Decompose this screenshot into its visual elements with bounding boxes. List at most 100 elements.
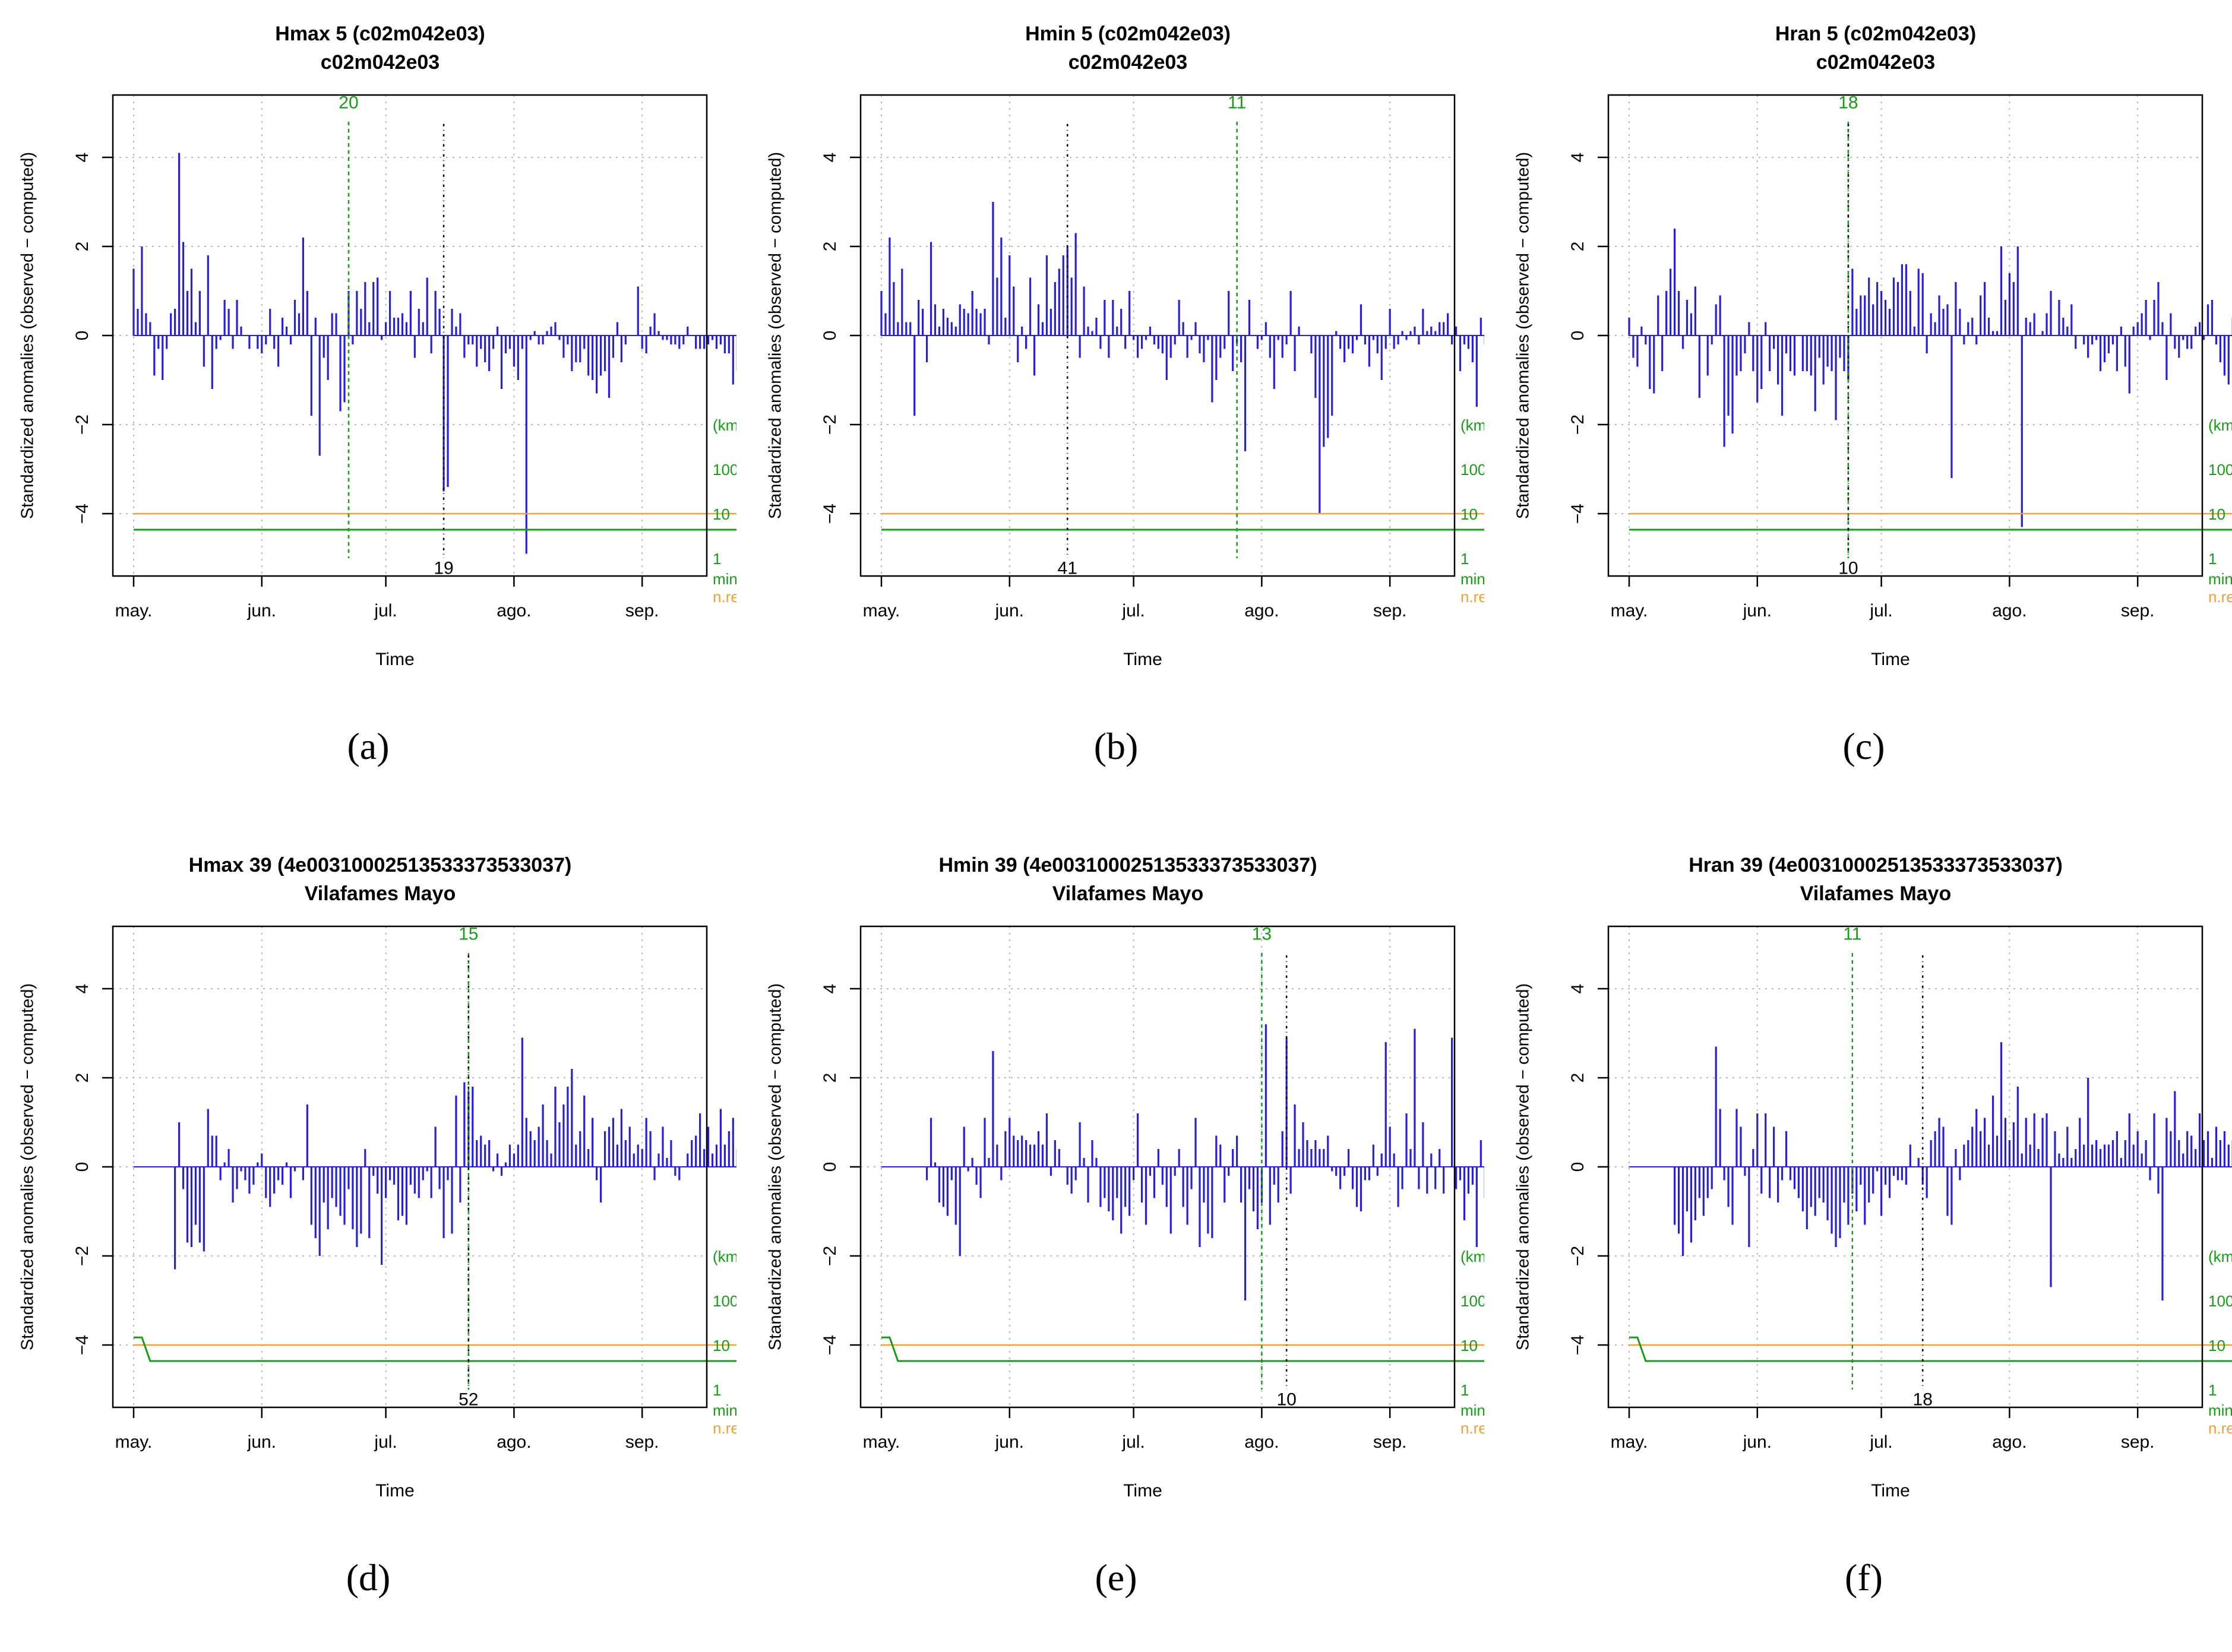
panel-d: Hmax 39 (4e00310002513533373533037) Vilaf… bbox=[0, 831, 736, 1651]
y-tick-label: 2 bbox=[72, 1073, 92, 1083]
split-green-label: 15 bbox=[459, 925, 478, 944]
right-axis-10: 10 bbox=[2208, 1337, 2225, 1354]
split-black-label: 52 bbox=[459, 1390, 478, 1409]
x-tick-label: ago. bbox=[1992, 601, 2026, 621]
y-tick-label: 2 bbox=[1568, 1073, 1588, 1083]
x-tick-label: jun. bbox=[247, 1432, 276, 1452]
x-tick-label: may. bbox=[863, 1432, 900, 1452]
right-axis-10: 10 bbox=[1460, 505, 1478, 523]
x-tick-label: jun. bbox=[247, 601, 276, 621]
split-green-label: 11 bbox=[1843, 925, 1861, 944]
chart-title: Hmin 5 (c02m042e03) bbox=[1025, 23, 1231, 45]
chart-subtitle: Vilafames Mayo bbox=[1052, 882, 1204, 905]
chart-subtitle: Vilafames Mayo bbox=[1800, 882, 1952, 905]
min-d-label: min.d. bbox=[713, 570, 736, 588]
chart-svg-b: Hmin 5 (c02m042e03) c02m042e03 11 41 4 2 0 −2 −4… bbox=[766, 23, 1484, 669]
y-tick-label: 2 bbox=[72, 242, 92, 252]
y-tick-label: 2 bbox=[1568, 242, 1588, 252]
x-tick-label: ago. bbox=[1244, 601, 1279, 621]
y-tick-label: 2 bbox=[820, 1073, 840, 1083]
x-tick-label: ago. bbox=[497, 601, 531, 621]
y-tick-label: −4 bbox=[820, 504, 840, 524]
chart-subtitle: Vilafames Mayo bbox=[305, 882, 456, 905]
y-tick-label: −4 bbox=[1568, 504, 1588, 524]
x-axis-title: Time bbox=[1123, 650, 1162, 669]
panel-c: Hran 5 (c02m042e03) c02m042e03 18 10 4 2 0 −2 −4… bbox=[1496, 0, 2232, 819]
y-tick-label: −4 bbox=[72, 504, 92, 524]
y-axis-title: Standardized anomalies (observed − compu… bbox=[766, 983, 785, 1350]
right-axis-10: 10 bbox=[713, 505, 730, 523]
y-tick-label: 4 bbox=[820, 153, 840, 163]
right-axis-100: 100 bbox=[1460, 461, 1484, 479]
x-tick-label: jul. bbox=[1121, 601, 1145, 621]
panel-label-e: (e) bbox=[1095, 1556, 1137, 1599]
x-tick-label: jul. bbox=[374, 601, 397, 621]
chart-svg-f: Hran 39 (4e00310002513533373533037) Vilaf… bbox=[1514, 854, 2232, 1501]
x-tick-label: sep. bbox=[625, 1432, 659, 1452]
split-green-label: 13 bbox=[1252, 925, 1272, 944]
mind-line bbox=[134, 1336, 736, 1362]
panel-a: Hmax 5 (c02m042e03) c02m042e03 20 19 4 2 0 −2 −4… bbox=[0, 0, 736, 819]
n-ref-label: n.ref. bbox=[2208, 588, 2232, 606]
y-tick-label: 0 bbox=[72, 331, 92, 341]
n-ref-label: n.ref. bbox=[713, 1419, 736, 1437]
chart-title: Hran 39 (4e00310002513533373533037) bbox=[1689, 854, 2063, 876]
chart-title: Hran 5 (c02m042e03) bbox=[1775, 23, 1976, 45]
x-tick-label: may. bbox=[115, 1432, 153, 1452]
x-tick-label: sep. bbox=[1373, 1432, 1407, 1452]
y-tick-label: 4 bbox=[1568, 984, 1588, 994]
split-black-label: 18 bbox=[1913, 1390, 1933, 1409]
y-axis-title: Standardized anomalies (observed − compu… bbox=[766, 152, 785, 519]
split-green-label: 11 bbox=[1228, 93, 1246, 113]
x-tick-label: may. bbox=[115, 601, 153, 621]
right-axis-km: (km) bbox=[713, 416, 736, 434]
y-axis-title: Standardized anomalies (observed − compu… bbox=[1514, 983, 1533, 1350]
mind-line bbox=[881, 1336, 1484, 1362]
x-tick-label: jun. bbox=[995, 1432, 1024, 1452]
panel-label-b: (b) bbox=[1093, 725, 1139, 767]
chart-svg-d: Hmax 39 (4e00310002513533373533037) Vilaf… bbox=[18, 854, 736, 1501]
x-tick-label: sep. bbox=[1373, 601, 1407, 621]
right-axis-km: (km) bbox=[1460, 1248, 1484, 1265]
y-tick-label: −2 bbox=[820, 1246, 840, 1266]
x-axis-title: Time bbox=[1871, 1481, 1910, 1501]
right-axis-10: 10 bbox=[2208, 505, 2225, 523]
x-tick-label: may. bbox=[863, 601, 900, 621]
panel-label-d: (d) bbox=[346, 1556, 391, 1599]
right-axis-1: 1 bbox=[2208, 550, 2217, 568]
min-d-label: min.d. bbox=[1460, 1401, 1484, 1419]
x-tick-label: may. bbox=[1611, 601, 1648, 621]
right-axis-1: 1 bbox=[2208, 1381, 2217, 1399]
chart-title: Hmax 39 (4e00310002513533373533037) bbox=[189, 854, 572, 876]
x-axis-title: Time bbox=[375, 1481, 415, 1501]
chart-title: Hmin 39 (4e00310002513533373533037) bbox=[938, 854, 1317, 876]
x-tick-label: jun. bbox=[1743, 601, 1772, 621]
y-axis-title: Standardized anomalies (observed − compu… bbox=[1514, 152, 1533, 519]
chart-subtitle: c02m042e03 bbox=[1068, 51, 1187, 74]
y-tick-label: 0 bbox=[72, 1162, 92, 1172]
panel-label-f: (f) bbox=[1845, 1556, 1883, 1599]
y-tick-label: 4 bbox=[1568, 153, 1588, 163]
y-tick-label: 4 bbox=[72, 984, 92, 994]
chart-svg-c: Hran 5 (c02m042e03) c02m042e03 18 10 4 2 0 −2 −4… bbox=[1514, 23, 2232, 669]
n-ref-label: n.ref. bbox=[713, 588, 736, 606]
y-tick-label: −2 bbox=[820, 414, 840, 435]
x-axis-title: Time bbox=[1871, 650, 1910, 669]
x-tick-label: sep. bbox=[2121, 1432, 2155, 1452]
split-black-label: 19 bbox=[434, 558, 453, 578]
panel-f: Hran 39 (4e00310002513533373533037) Vilaf… bbox=[1496, 831, 2232, 1651]
right-axis-10: 10 bbox=[1460, 1337, 1478, 1354]
y-tick-label: 0 bbox=[820, 331, 840, 341]
y-tick-label: −4 bbox=[72, 1335, 92, 1355]
min-d-label: min.d. bbox=[1460, 570, 1484, 588]
y-axis-title: Standardized anomalies (observed − compu… bbox=[18, 983, 37, 1350]
x-tick-label: sep. bbox=[625, 601, 659, 621]
y-tick-label: −2 bbox=[72, 1246, 92, 1266]
x-tick-label: jun. bbox=[995, 601, 1024, 621]
x-axis-title: Time bbox=[1123, 1481, 1162, 1501]
y-tick-label: −4 bbox=[1568, 1335, 1588, 1355]
right-axis-km: (km) bbox=[2208, 416, 2232, 434]
right-axis-1: 1 bbox=[1460, 550, 1469, 568]
split-black-label: 10 bbox=[1276, 1390, 1296, 1409]
right-axis-100: 100 bbox=[713, 461, 736, 479]
